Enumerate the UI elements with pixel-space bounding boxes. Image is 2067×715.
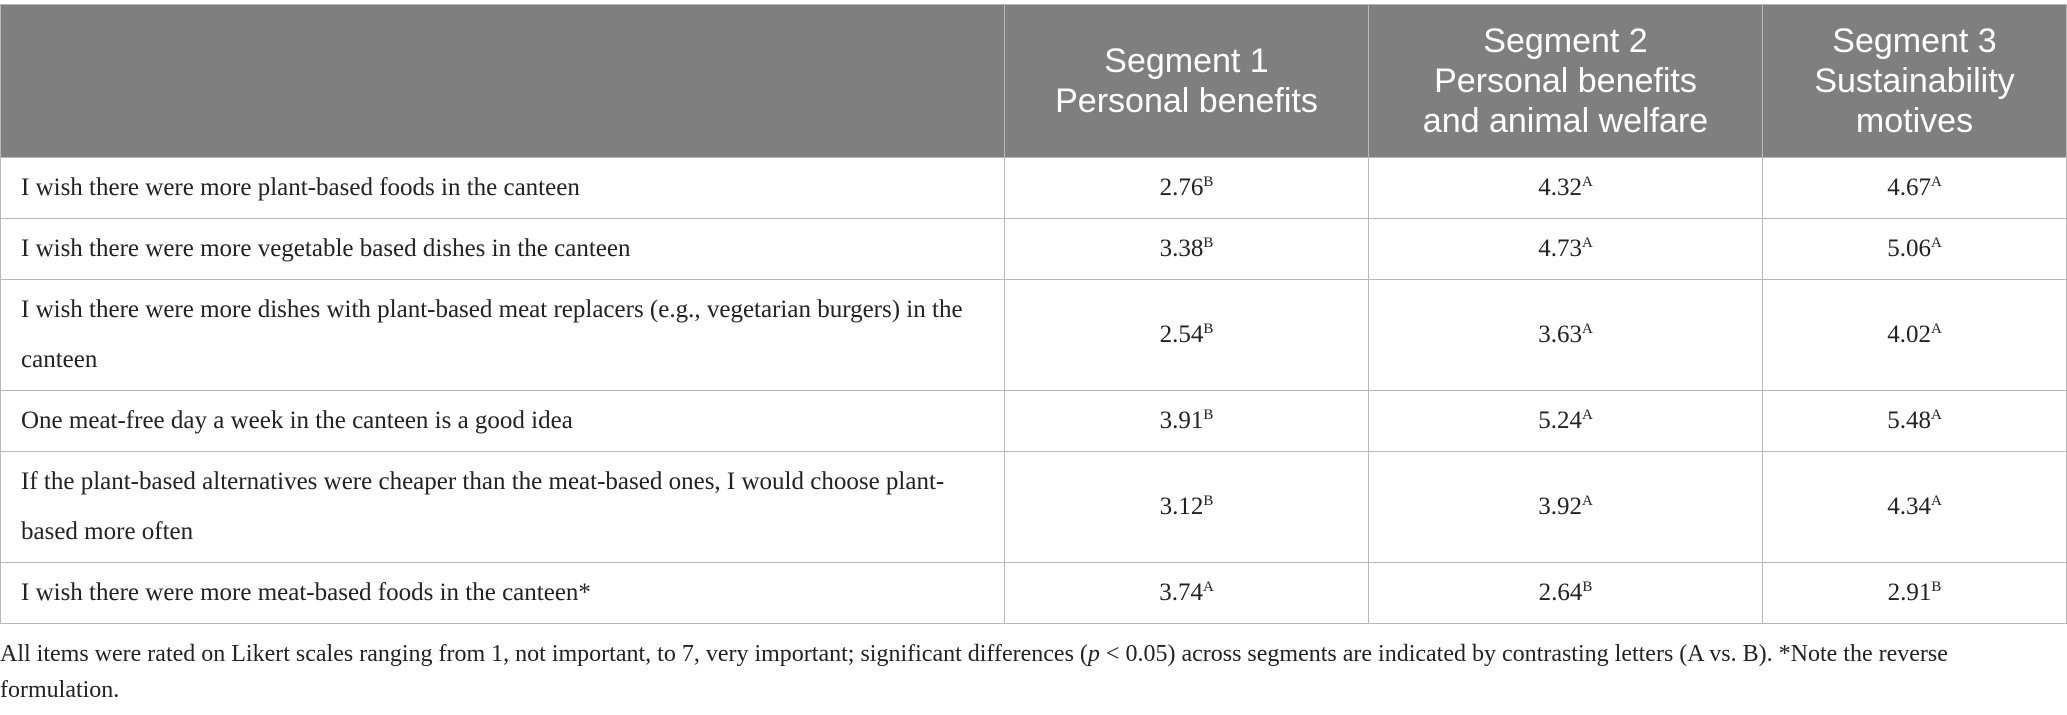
- significance-letter: A: [1930, 174, 1942, 190]
- significance-letter: A: [1581, 493, 1593, 509]
- value-cell: 5.48A: [1762, 390, 2067, 452]
- value-cell: 4.73A: [1368, 218, 1763, 280]
- value-cell: 4.02A: [1762, 279, 2067, 391]
- header-line: and animal welfare: [1422, 102, 1709, 140]
- table-row: I wish there were more vegetable based d…: [0, 218, 2067, 280]
- significance-letter: A: [1581, 407, 1593, 423]
- footnote: All items were rated on Likert scales ra…: [0, 636, 2040, 708]
- footnote-text: All items were rated on Likert scales ra…: [0, 641, 1088, 667]
- header-line: Sustainability: [1814, 62, 2015, 100]
- value-cell: 3.91B: [1004, 390, 1369, 452]
- cell-value: 3.74: [1159, 579, 1203, 606]
- header-cell: [0, 4, 1005, 158]
- value-cell: 5.24A: [1368, 390, 1763, 452]
- cell-value: 3.12: [1159, 493, 1204, 520]
- row-label: If the plant-based alternatives were che…: [0, 451, 1005, 563]
- significance-letter: B: [1203, 493, 1214, 509]
- significance-letter: A: [1581, 174, 1593, 190]
- row-label: One meat-free day a week in the canteen …: [0, 390, 1005, 452]
- significance-letter: B: [1203, 321, 1214, 337]
- cell-value: 2.76: [1159, 174, 1204, 201]
- cell-value: 2.64: [1538, 579, 1583, 606]
- cell-value: 4.02: [1887, 321, 1931, 348]
- value-cell: 2.54B: [1004, 279, 1369, 391]
- significance-letter: B: [1931, 579, 1942, 595]
- header-line: Segment 1: [1104, 42, 1269, 80]
- cell-value: 4.67: [1887, 174, 1931, 201]
- cell-value: 5.48: [1887, 407, 1931, 434]
- significance-letter: B: [1203, 235, 1214, 251]
- value-cell: 2.64B: [1368, 562, 1763, 624]
- table-row: I wish there were more plant-based foods…: [0, 157, 2067, 219]
- data-table: Segment 1 Personal benefits Segment 2 Perso…: [0, 4, 2067, 624]
- cell-value: 2.91: [1887, 579, 1932, 606]
- header-cell: Segment 3 Sustainability motives: [1762, 4, 2067, 158]
- header-line: Segment 3: [1832, 22, 1997, 60]
- table-row: I wish there were more dishes with plant…: [0, 279, 2067, 391]
- header-cell: Segment 1 Personal benefits: [1004, 4, 1369, 158]
- cell-value: 3.38: [1159, 235, 1204, 262]
- row-label: I wish there were more plant-based foods…: [0, 157, 1005, 219]
- value-cell: 3.92A: [1368, 451, 1763, 563]
- table-body: I wish there were more plant-based foods…: [0, 157, 2067, 624]
- cell-value: 3.91: [1159, 407, 1204, 434]
- value-cell: 3.63A: [1368, 279, 1763, 391]
- header-cell: Segment 2 Personal benefits and animal wel…: [1368, 4, 1763, 158]
- significance-letter: A: [1930, 493, 1942, 509]
- significance-letter: A: [1581, 321, 1593, 337]
- cell-value: 3.92: [1538, 493, 1582, 520]
- footnote-text: p: [1087, 641, 1100, 667]
- value-cell: 5.06A: [1762, 218, 2067, 280]
- significance-letter: A: [1202, 579, 1214, 595]
- header-line: Segment 2: [1483, 22, 1648, 60]
- header-line: motives: [1855, 102, 1974, 140]
- cell-value: 4.73: [1538, 235, 1582, 262]
- cell-value: 5.06: [1887, 235, 1931, 262]
- significance-letter: B: [1203, 407, 1214, 423]
- value-cell: 4.67A: [1762, 157, 2067, 219]
- header-line: Personal benefits: [1434, 62, 1697, 100]
- value-cell: 2.91B: [1762, 562, 2067, 624]
- cell-value: 2.54: [1159, 321, 1204, 348]
- cell-value: 5.24: [1538, 407, 1582, 434]
- header-row: Segment 1 Personal benefits Segment 2 Perso…: [0, 4, 2067, 158]
- footnote-text: < 0.05) across segments are indicated by…: [0, 641, 1948, 703]
- value-cell: 3.74A: [1004, 562, 1369, 624]
- cell-value: 4.34: [1887, 493, 1931, 520]
- table-row: If the plant-based alternatives were che…: [0, 451, 2067, 563]
- cell-value: 3.63: [1538, 321, 1582, 348]
- table-row: One meat-free day a week in the canteen …: [0, 390, 2067, 452]
- value-cell: 4.32A: [1368, 157, 1763, 219]
- cell-value: 4.32: [1538, 174, 1582, 201]
- significance-letter: A: [1581, 235, 1593, 251]
- row-label: I wish there were more meat-based foods …: [0, 562, 1005, 624]
- significance-letter: A: [1930, 407, 1942, 423]
- value-cell: 2.76B: [1004, 157, 1369, 219]
- significance-letter: B: [1203, 174, 1214, 190]
- significance-letter: A: [1930, 235, 1942, 251]
- row-label: I wish there were more dishes with plant…: [0, 279, 1005, 391]
- significance-letter: B: [1582, 579, 1593, 595]
- table-row: I wish there were more meat-based foods …: [0, 562, 2067, 624]
- value-cell: 3.38B: [1004, 218, 1369, 280]
- header-line: Personal benefits: [1055, 82, 1318, 120]
- value-cell: 3.12B: [1004, 451, 1369, 563]
- row-label: I wish there were more vegetable based d…: [0, 218, 1005, 280]
- significance-letter: A: [1930, 321, 1942, 337]
- value-cell: 4.34A: [1762, 451, 2067, 563]
